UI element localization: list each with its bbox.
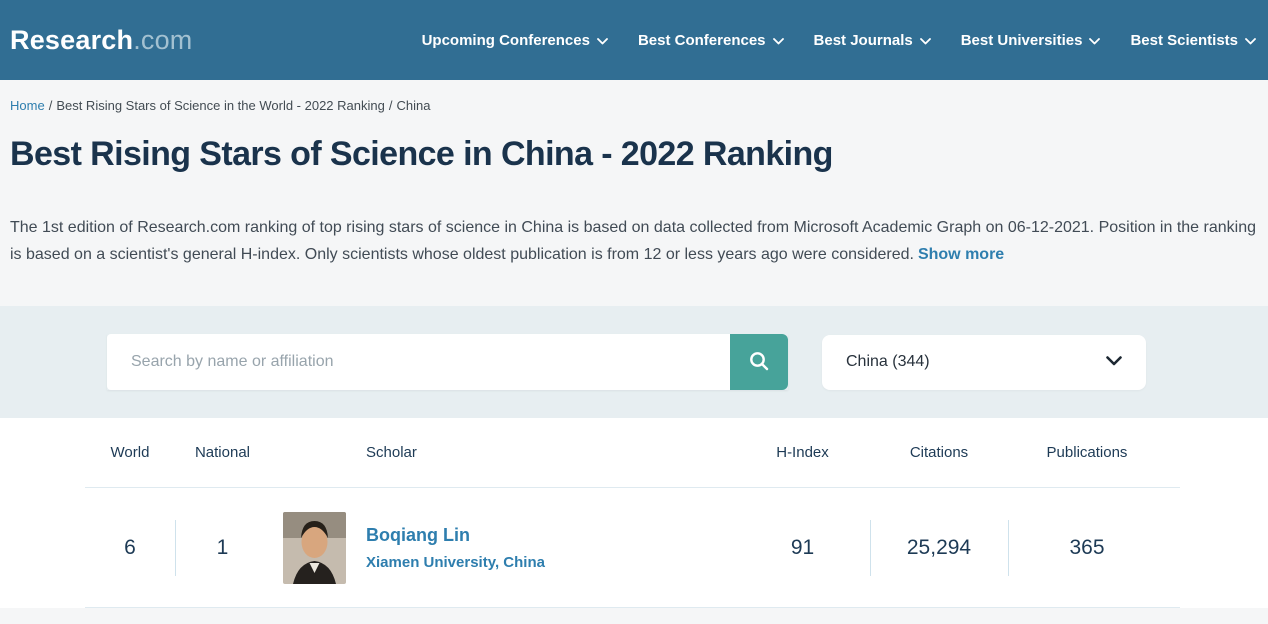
nav-best-scientists[interactable]: Best Scientists bbox=[1130, 32, 1256, 49]
header-scholar: Scholar bbox=[366, 444, 417, 461]
publications-value: 365 bbox=[1008, 488, 1166, 607]
search-bar bbox=[107, 334, 788, 390]
chevron-down-icon bbox=[1106, 353, 1122, 371]
ranking-table: World National Scholar H-Index Citations… bbox=[0, 418, 1268, 608]
breadcrumb: Home / Best Rising Stars of Science in the… bbox=[10, 98, 1264, 114]
site-logo[interactable]: Research.com bbox=[10, 25, 193, 56]
nav-best-journals[interactable]: Best Journals bbox=[814, 32, 931, 49]
scholar-photo[interactable] bbox=[283, 511, 346, 584]
logo-main: Research bbox=[10, 24, 134, 55]
nav-label: Best Conferences bbox=[637, 31, 766, 49]
country-filter-value: China (344) bbox=[846, 353, 930, 370]
search-input[interactable] bbox=[107, 334, 730, 390]
table-header-row: World National Scholar H-Index Citations… bbox=[85, 418, 1180, 488]
nav-label: Best Journals bbox=[813, 31, 913, 49]
page-title: Best Rising Stars of Science in China - … bbox=[10, 135, 833, 173]
breadcrumb-separator: / bbox=[48, 98, 53, 113]
table-row: 6 1 Boqiang Lin Xiamen University, China… bbox=[85, 488, 1180, 608]
header-national: National bbox=[194, 444, 251, 461]
breadcrumb-middle: Best Rising Stars of Science in the Worl… bbox=[56, 98, 385, 113]
logo-suffix: .com bbox=[133, 24, 193, 55]
scholar-affiliation-link[interactable]: Xiamen University, China bbox=[366, 553, 545, 571]
breadcrumb-current: China bbox=[396, 98, 431, 113]
breadcrumb-home-link[interactable]: Home bbox=[10, 98, 45, 113]
chevron-down-icon bbox=[1089, 36, 1101, 45]
nav-label: Best Universities bbox=[960, 31, 1083, 49]
search-button[interactable] bbox=[730, 334, 788, 390]
h-index-value: 91 bbox=[790, 535, 815, 559]
page-description: The 1st edition of Research.com ranking … bbox=[10, 214, 1264, 268]
nav-best-universities[interactable]: Best Universities bbox=[961, 32, 1101, 49]
scholar-name-link[interactable]: Boqiang Lin bbox=[366, 524, 470, 545]
citations-value: 25,294 bbox=[870, 488, 1008, 607]
search-filter-section: China (344) bbox=[0, 306, 1268, 418]
nav-upcoming-conferences[interactable]: Upcoming Conferences bbox=[422, 32, 608, 49]
country-filter-dropdown[interactable]: China (344) bbox=[822, 334, 1146, 390]
header-h-index: H-Index bbox=[776, 444, 829, 461]
national-rank: 1 bbox=[175, 488, 270, 607]
show-more-link[interactable]: Show more bbox=[917, 246, 1005, 263]
description-text: The 1st edition of Research.com ranking … bbox=[10, 219, 1256, 263]
nav-label: Upcoming Conferences bbox=[421, 31, 590, 49]
search-icon bbox=[747, 349, 771, 376]
breadcrumb-separator: / bbox=[388, 98, 393, 113]
nav-label: Best Scientists bbox=[1130, 31, 1238, 49]
scholar-cell: Boqiang Lin Xiamen University, China bbox=[270, 511, 735, 584]
header-world: World bbox=[110, 444, 150, 461]
scholar-info: Boqiang Lin Xiamen University, China bbox=[366, 525, 545, 571]
chevron-down-icon bbox=[772, 36, 784, 45]
chevron-down-icon bbox=[1245, 36, 1256, 45]
chevron-down-icon bbox=[597, 36, 608, 45]
nav-best-conferences[interactable]: Best Conferences bbox=[638, 32, 784, 49]
header-citations: Citations bbox=[909, 444, 969, 461]
top-navbar: Research.com Upcoming Conferences Best C… bbox=[0, 0, 1268, 80]
header-publications: Publications bbox=[1046, 444, 1128, 461]
world-rank: 6 bbox=[124, 535, 136, 559]
chevron-down-icon bbox=[919, 36, 931, 45]
main-nav: Upcoming Conferences Best Conferences Be… bbox=[422, 32, 1256, 49]
